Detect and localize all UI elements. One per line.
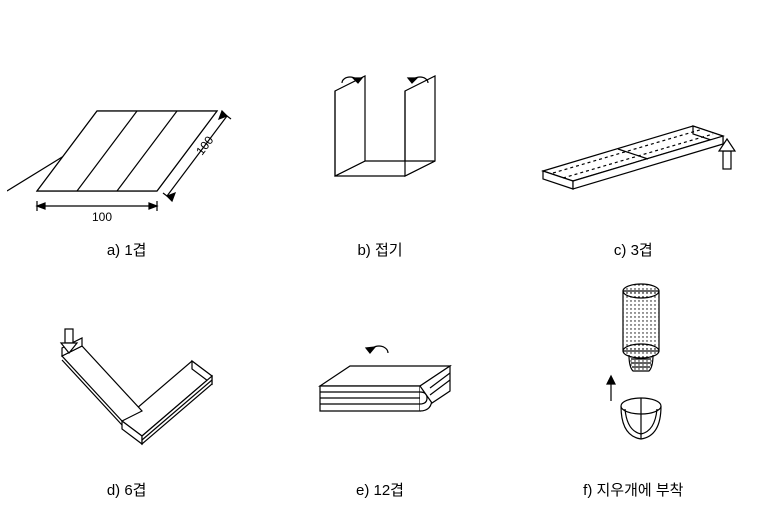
cell-f: f) 지우개에 부착 xyxy=(507,271,760,500)
cell-e: e) 12겹 xyxy=(253,291,506,500)
diagram-d xyxy=(27,291,227,471)
cell-d: d) 6겹 xyxy=(0,291,253,500)
row-1: 100 100 a) 1겹 b) 접 xyxy=(0,0,760,260)
caption-f: f) 지우개에 부착 xyxy=(583,479,683,500)
caption-b: b) 접기 xyxy=(357,239,402,260)
caption-c: c) 3겹 xyxy=(614,239,653,260)
caption-a: a) 1겹 xyxy=(107,239,147,260)
diagram-a: 100 100 xyxy=(7,61,247,231)
diagram-e xyxy=(280,291,480,471)
row-2: d) 6겹 xyxy=(0,260,760,500)
diagram-b xyxy=(290,61,470,231)
diagram-c xyxy=(523,61,743,231)
caption-e: e) 12겹 xyxy=(356,479,404,500)
cell-a: 100 100 a) 1겹 xyxy=(0,61,253,260)
cell-b: b) 접기 xyxy=(253,61,506,260)
cell-c: c) 3겹 xyxy=(507,61,760,260)
caption-d: d) 6겹 xyxy=(107,479,147,500)
dim-a-1: 100 xyxy=(92,210,112,224)
diagram-f xyxy=(553,271,713,471)
